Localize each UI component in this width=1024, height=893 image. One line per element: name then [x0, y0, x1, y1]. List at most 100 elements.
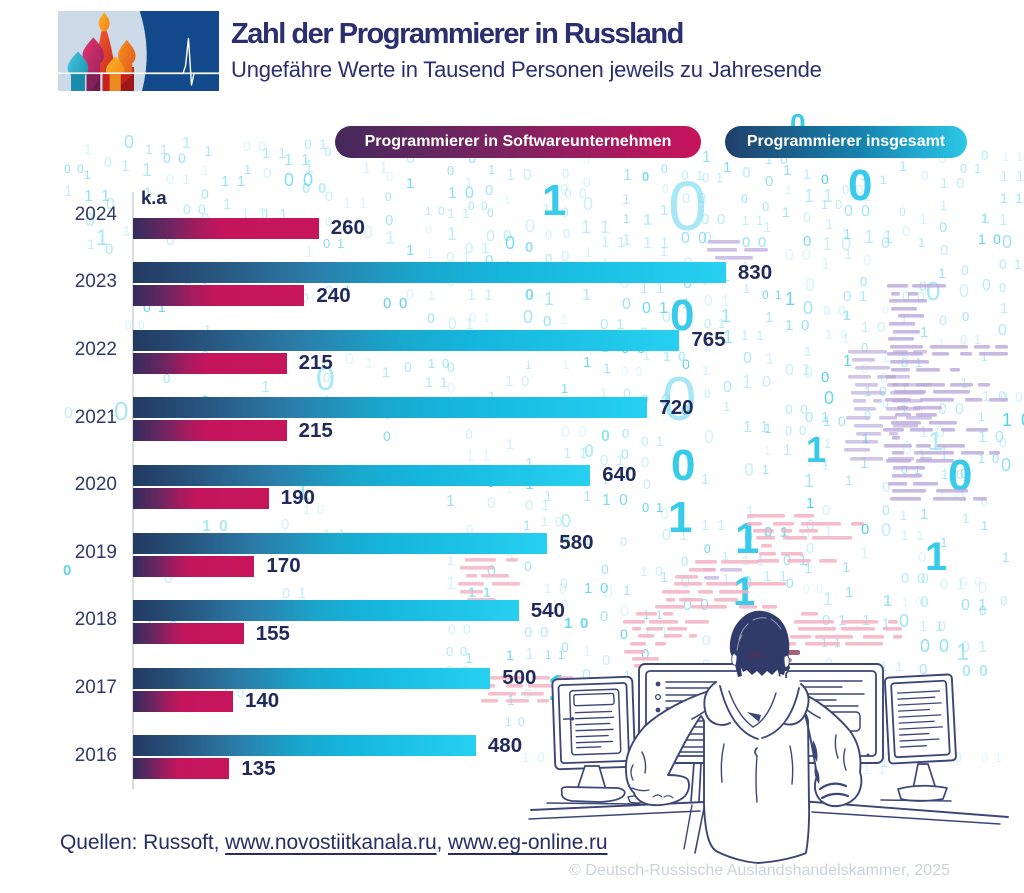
svg-text:0: 0 — [899, 205, 906, 219]
svg-text:1: 1 — [824, 436, 831, 451]
svg-text:0: 0 — [345, 351, 354, 368]
svg-text:1: 1 — [741, 327, 749, 343]
svg-text:1: 1 — [765, 151, 773, 167]
svg-text:1: 1 — [643, 212, 652, 229]
svg-text:1: 1 — [447, 224, 457, 244]
svg-text:1: 1 — [87, 236, 95, 252]
svg-text:0: 0 — [919, 661, 927, 678]
svg-text:1: 1 — [221, 173, 229, 190]
svg-text:1: 1 — [656, 280, 664, 297]
svg-text:1: 1 — [982, 388, 990, 405]
svg-text:1: 1 — [365, 355, 373, 372]
svg-text:0: 0 — [681, 230, 690, 247]
svg-text:1: 1 — [660, 235, 669, 252]
svg-text:0: 0 — [939, 636, 949, 656]
svg-text:0: 0 — [561, 424, 570, 441]
svg-text:1: 1 — [505, 480, 513, 496]
svg-text:0: 0 — [447, 163, 454, 178]
svg-text:0: 0 — [258, 138, 266, 154]
svg-text:0: 0 — [786, 575, 794, 591]
svg-text:0: 0 — [344, 218, 351, 233]
svg-text:1: 1 — [305, 244, 314, 261]
svg-text:0: 0 — [662, 182, 669, 196]
svg-text:0: 0 — [939, 219, 947, 236]
svg-text:0: 0 — [641, 454, 649, 471]
svg-text:0: 0 — [463, 621, 471, 637]
svg-text:1: 1 — [448, 185, 457, 202]
svg-text:0: 0 — [77, 162, 84, 176]
svg-text:0: 0 — [799, 423, 806, 438]
svg-text:1: 1 — [466, 448, 474, 465]
svg-text:1: 1 — [201, 162, 209, 179]
svg-text:0: 0 — [861, 203, 870, 220]
svg-text:0: 0 — [998, 388, 1006, 405]
svg-text:0: 0 — [363, 222, 373, 242]
svg-text:1: 1 — [488, 388, 496, 404]
svg-text:0: 0 — [263, 165, 271, 182]
svg-text:1: 1 — [762, 462, 769, 477]
svg-text:0: 0 — [446, 249, 454, 266]
svg-text:0: 0 — [961, 597, 970, 614]
svg-text:0: 0 — [960, 465, 968, 481]
svg-text:0: 0 — [655, 563, 663, 579]
svg-text:0: 0 — [802, 247, 811, 264]
svg-text:1: 1 — [742, 372, 752, 392]
svg-text:0: 0 — [821, 369, 829, 386]
svg-text:1: 1 — [359, 195, 367, 212]
svg-text:0: 0 — [325, 214, 332, 229]
svg-text:0: 0 — [385, 190, 392, 204]
svg-text:1: 1 — [406, 175, 414, 192]
svg-text:0: 0 — [642, 300, 651, 317]
svg-text:1: 1 — [918, 405, 925, 420]
svg-text:0: 0 — [505, 233, 515, 253]
svg-text:0: 0 — [460, 644, 467, 659]
svg-text:0: 0 — [917, 570, 925, 587]
svg-text:1: 1 — [981, 210, 989, 226]
svg-text:1: 1 — [745, 503, 755, 523]
svg-text:0: 0 — [704, 293, 713, 310]
svg-text:1: 1 — [900, 508, 907, 523]
svg-text:0: 0 — [962, 663, 971, 680]
svg-text:1: 1 — [298, 585, 306, 602]
svg-text:0: 0 — [544, 181, 552, 198]
svg-text:0: 0 — [982, 277, 991, 294]
svg-text:1: 1 — [765, 309, 773, 326]
svg-text:0: 0 — [1021, 410, 1024, 430]
svg-text:0: 0 — [1002, 232, 1012, 252]
svg-text:1: 1 — [579, 445, 587, 462]
svg-text:0: 0 — [468, 150, 476, 167]
svg-text:1: 1 — [660, 243, 668, 259]
svg-text:0: 0 — [561, 597, 568, 612]
svg-text:1: 1 — [525, 456, 534, 473]
svg-text:1: 1 — [467, 287, 476, 304]
svg-text:0: 0 — [178, 150, 186, 166]
svg-text:0: 0 — [237, 686, 244, 701]
svg-text:1: 1 — [919, 424, 928, 441]
svg-text:0: 0 — [762, 374, 771, 391]
svg-text:0: 0 — [481, 199, 488, 213]
svg-text:0: 0 — [683, 597, 692, 614]
svg-text:0: 0 — [425, 222, 432, 237]
svg-text:1: 1 — [974, 161, 981, 176]
svg-text:0: 0 — [918, 549, 926, 566]
svg-text:1: 1 — [682, 295, 690, 312]
svg-text:1: 1 — [64, 183, 72, 200]
svg-text:1: 1 — [717, 517, 725, 534]
svg-text:1: 1 — [84, 168, 91, 182]
svg-text:0: 0 — [580, 615, 588, 632]
svg-text:0: 0 — [979, 603, 986, 618]
svg-text:0: 0 — [619, 492, 628, 509]
svg-text:1: 1 — [764, 443, 771, 458]
svg-text:0: 0 — [560, 575, 568, 591]
svg-text:0: 0 — [717, 211, 725, 228]
svg-text:0: 0 — [920, 594, 929, 611]
svg-text:1: 1 — [525, 646, 534, 663]
svg-text:0: 0 — [835, 197, 842, 212]
svg-text:1: 1 — [822, 234, 832, 254]
svg-text:0: 0 — [938, 618, 946, 634]
svg-text:1: 1 — [563, 534, 572, 551]
svg-text:0: 0 — [524, 558, 532, 574]
svg-text:0: 0 — [166, 232, 174, 249]
svg-text:0: 0 — [485, 182, 493, 199]
svg-text:0: 0 — [427, 310, 435, 326]
